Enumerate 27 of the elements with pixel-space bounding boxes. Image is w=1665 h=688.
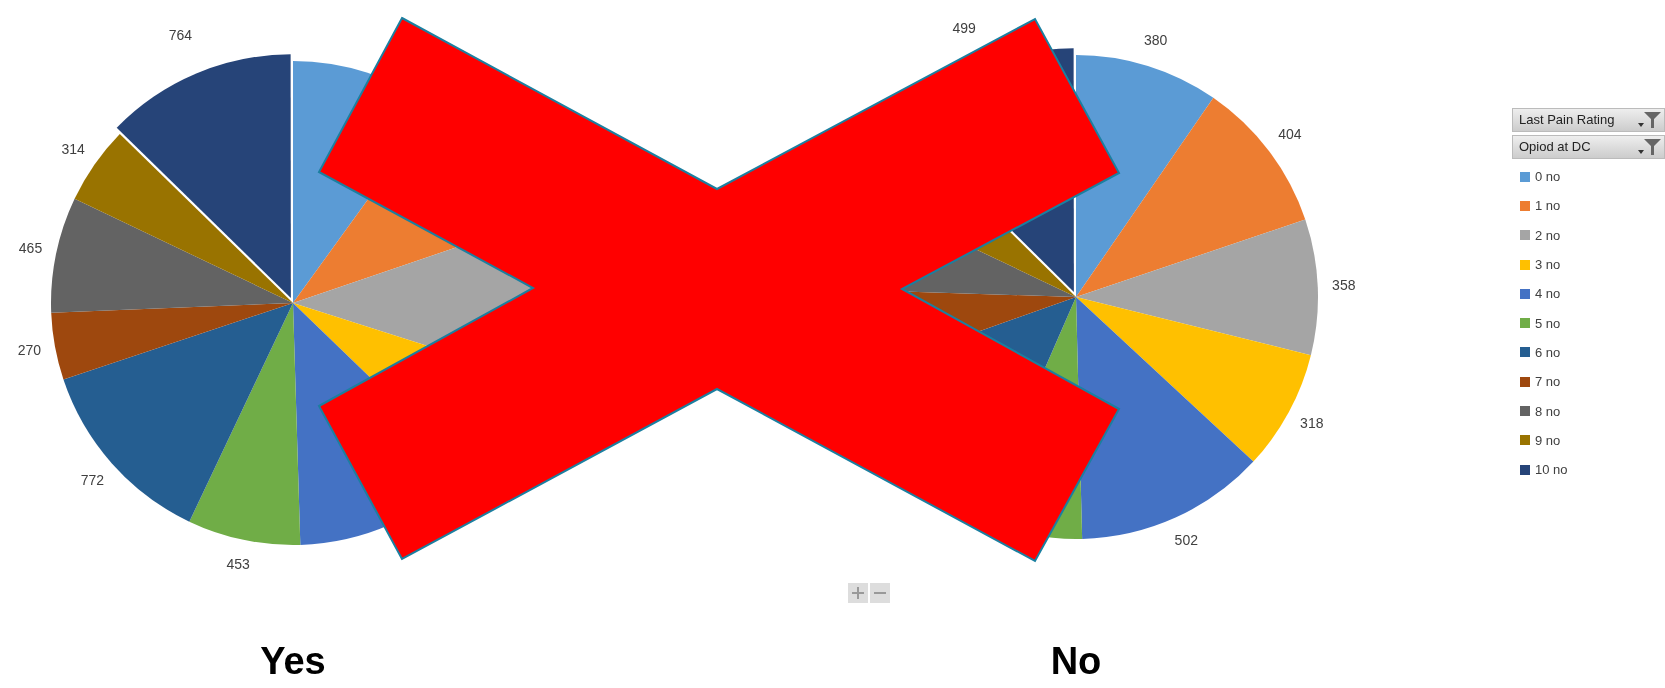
legend-label: 2 no (1535, 227, 1561, 243)
legend-label: 1 no (1535, 198, 1561, 214)
text: Opiod at DC (1519, 139, 1591, 154)
text: No (1049, 640, 1103, 683)
data-label: 404 (1278, 126, 1302, 143)
data-label: 465 (18, 239, 43, 256)
legend-label: 5 no (1535, 315, 1561, 331)
data-label: 270 (17, 342, 42, 359)
data-label: 318 (1300, 415, 1324, 432)
legend-title: Last Pain Rating (1519, 112, 1615, 127)
legend-label: 10 no (1535, 462, 1568, 478)
data-label: 499 (952, 20, 976, 37)
data-label: 380 (1143, 31, 1168, 48)
data-label: 314 (61, 140, 86, 157)
legend-label: 3 no (1535, 257, 1561, 273)
data-label: 772 (80, 471, 105, 488)
legend-label: 8 no (1535, 403, 1561, 419)
text: Yes (259, 640, 327, 683)
legend-label: 7 no (1535, 374, 1561, 390)
data-label: 764 (168, 26, 193, 43)
data-label: 358 (1332, 276, 1356, 293)
legend-label: 9 no (1535, 432, 1561, 448)
legend-label: 4 no (1535, 286, 1561, 302)
legend-label: 0 no (1535, 169, 1561, 185)
legend-label: 6 no (1535, 344, 1561, 360)
data-label: 453 (226, 556, 251, 573)
data-label: 502 (1174, 532, 1199, 549)
